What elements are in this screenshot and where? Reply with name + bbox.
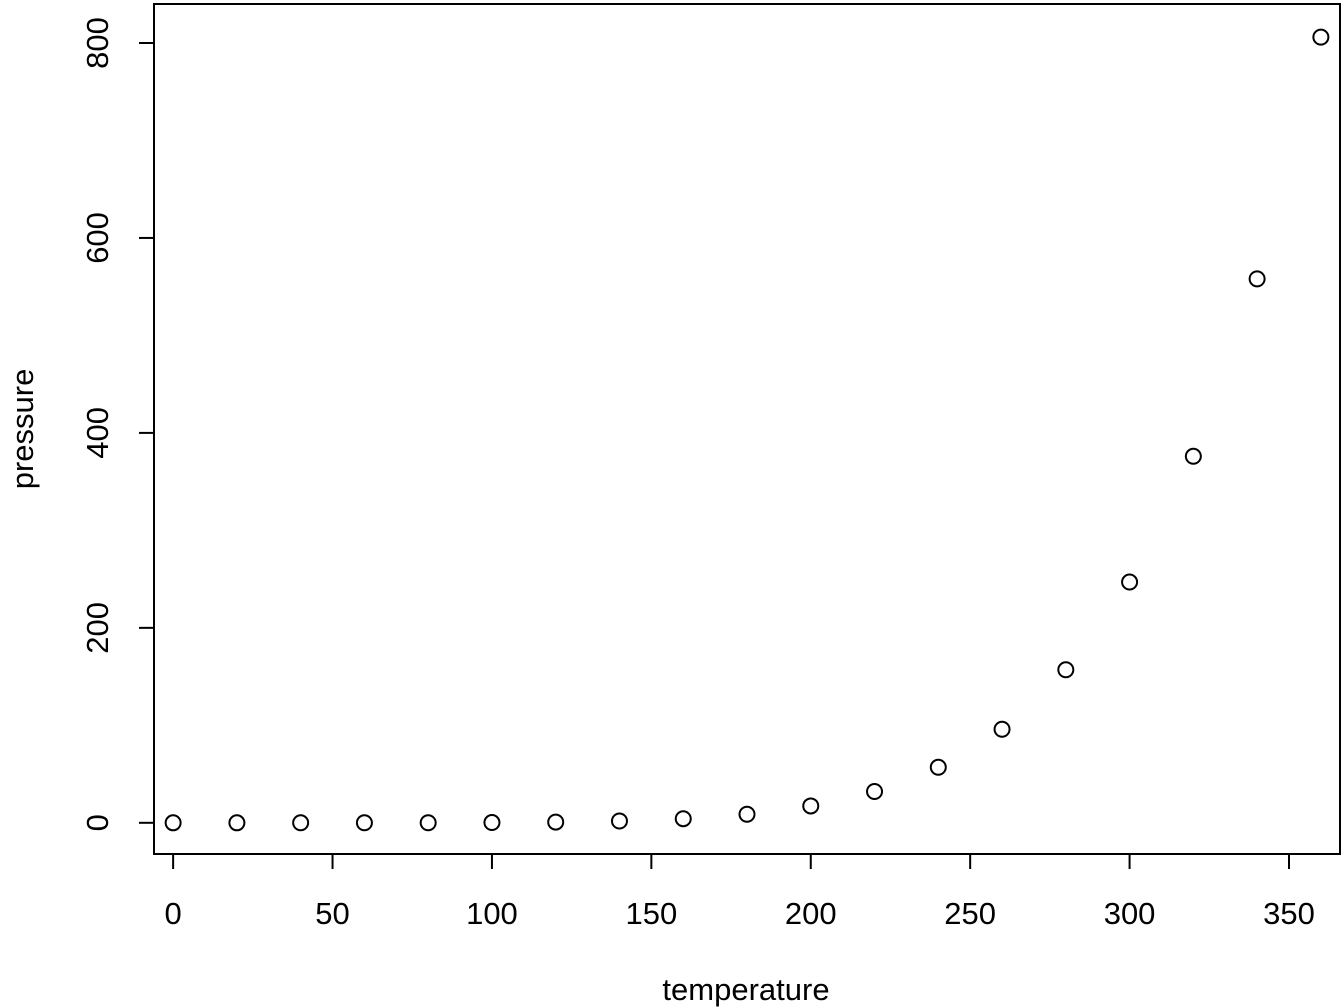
data-point [228, 814, 246, 832]
y-tick-label: 400 [80, 407, 115, 459]
x-axis-title: temperature [662, 972, 829, 1007]
data-point [993, 720, 1011, 738]
x-tick-label: 150 [625, 896, 677, 931]
data-point [547, 813, 565, 831]
data-point [1121, 573, 1139, 591]
x-tick-label: 0 [165, 896, 182, 931]
y-axis-title: pressure [5, 369, 40, 490]
y-tick-label: 800 [80, 17, 115, 69]
data-point [802, 797, 820, 815]
y-tick-label: 600 [80, 212, 115, 264]
data-point [1184, 447, 1202, 465]
data-point [1312, 28, 1330, 46]
x-tick-label: 100 [466, 896, 518, 931]
data-point [1248, 270, 1266, 288]
data-point [674, 810, 692, 828]
x-tick-label: 350 [1263, 896, 1315, 931]
data-point [738, 805, 756, 823]
data-point [610, 812, 628, 830]
data-points [164, 28, 1330, 832]
data-point [419, 814, 437, 832]
y-tick-label: 0 [80, 814, 115, 831]
x-tick-label: 50 [315, 896, 349, 931]
x-tick-label: 200 [785, 896, 837, 931]
data-point [929, 758, 947, 776]
x-tick-label: 250 [944, 896, 996, 931]
y-axis: 0 200 400 600 800 [80, 17, 155, 831]
x-tick-label: 300 [1104, 896, 1156, 931]
y-tick-label: 200 [80, 602, 115, 654]
data-point [164, 814, 182, 832]
x-axis: 0 50 100 150 200 250 300 350 [165, 853, 1315, 931]
data-point [292, 814, 310, 832]
data-point [1057, 661, 1075, 679]
plot-frame [153, 3, 1341, 855]
data-point [866, 783, 884, 801]
data-point [483, 814, 501, 832]
data-point [355, 814, 373, 832]
